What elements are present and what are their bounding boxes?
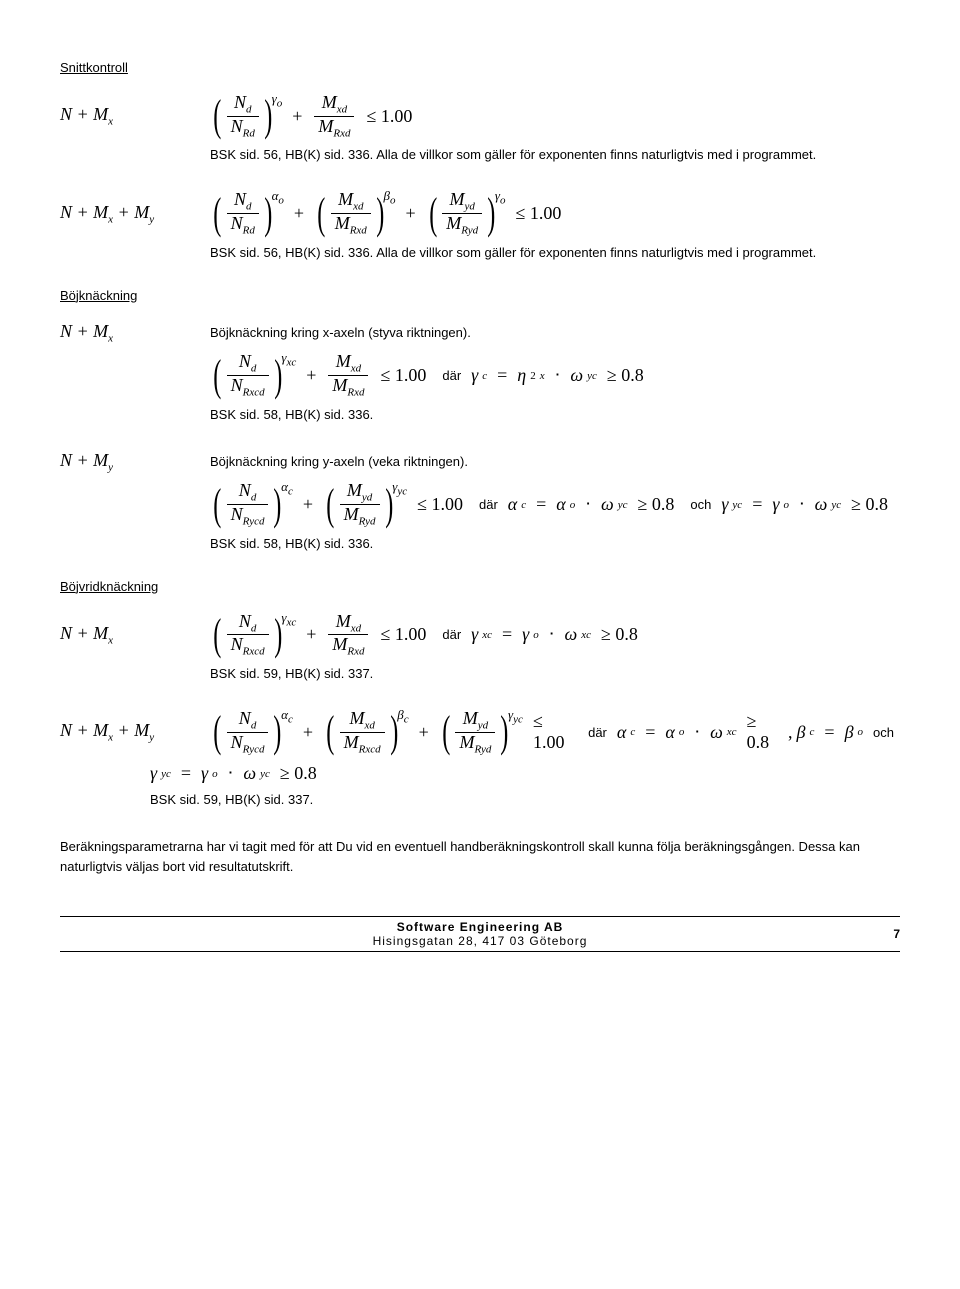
block-3: N + Mx Böjknäckning kring x-axeln (styva… — [60, 321, 900, 422]
lhs-nmxmy-2: N + Mx + My — [60, 720, 210, 744]
page-footer: Software Engineering AB Hisingsgatan 28,… — [60, 916, 900, 952]
desc-boj-x: Böjknäckning kring x-axeln (styva riktni… — [210, 325, 471, 340]
section-bojvrid: Böjvridknäckning — [60, 579, 900, 594]
footer-company: Software Engineering AB — [90, 920, 870, 934]
closing-paragraph: Beräkningsparametrarna har vi tagit med … — [60, 837, 900, 876]
note-bsk58-2: BSK sid. 58, HB(K) sid. 336. — [210, 536, 900, 551]
section-bojknackning: Böjknäckning — [60, 288, 900, 303]
formula-6b: γyc = γo ⋅ ωyc ≥ 0.8 — [150, 763, 323, 784]
formula-6: ( NdNRycd ) αc + ( MxdMRxcd ) βc + ( Myd… — [210, 709, 900, 755]
formula-3: ( NdNRxcd ) γxc + MxdMRxd ≤ 1.00 där γc … — [210, 352, 650, 398]
note-bsk59-1: BSK sid. 59, HB(K) sid. 337. — [210, 666, 900, 681]
lhs-nmx-2: N + Mx — [60, 321, 210, 345]
note-bsk59-2: BSK sid. 59, HB(K) sid. 337. — [150, 792, 900, 807]
note-bsk58-1: BSK sid. 58, HB(K) sid. 336. — [210, 407, 900, 422]
formula-4: ( NdNRycd ) αc + ( MydMRyd ) γyc ≤ 1.00 … — [210, 481, 894, 527]
page-number: 7 — [870, 927, 900, 941]
footer-address: Hisingsgatan 28, 417 03 Göteborg — [90, 934, 870, 948]
note-bsk56-1: BSK sid. 56, HB(K) sid. 336. Alla de vil… — [210, 147, 900, 162]
section-snittkontroll: Snittkontroll — [60, 60, 900, 75]
formula-5: ( NdNRxcd ) γxc + MxdMRxd ≤ 1.00 där γxc… — [210, 612, 644, 658]
lhs-nmy: N + My — [60, 450, 210, 474]
lhs-nmx-3: N + Mx — [60, 623, 210, 647]
note-bsk56-2: BSK sid. 56, HB(K) sid. 336. Alla de vil… — [210, 245, 900, 260]
block-2: N + Mx + My ( NdNRd ) αo + ( MxdMRxd ) β… — [60, 190, 900, 259]
formula-2: ( NdNRd ) αo + ( MxdMRxd ) βo + ( MydMRy… — [210, 190, 567, 236]
formula-1: ( NdNRd ) γo + MxdMRxd ≤ 1.00 — [210, 93, 418, 139]
block-1: N + Mx ( NdNRd ) γo + MxdMRxd ≤ 1.00 BSK… — [60, 93, 900, 162]
block-6: N + Mx + My ( NdNRycd ) αc + ( MxdMRxcd … — [60, 709, 900, 807]
desc-boj-y: Böjknäckning kring y-axeln (veka riktnin… — [210, 454, 468, 469]
lhs-nmx: N + Mx — [60, 104, 210, 128]
block-4: N + My Böjknäckning kring y-axeln (veka … — [60, 450, 900, 551]
block-5: N + Mx ( NdNRxcd ) γxc + MxdMRxd ≤ 1.00 … — [60, 612, 900, 681]
lhs-nmxmy: N + Mx + My — [60, 202, 210, 226]
